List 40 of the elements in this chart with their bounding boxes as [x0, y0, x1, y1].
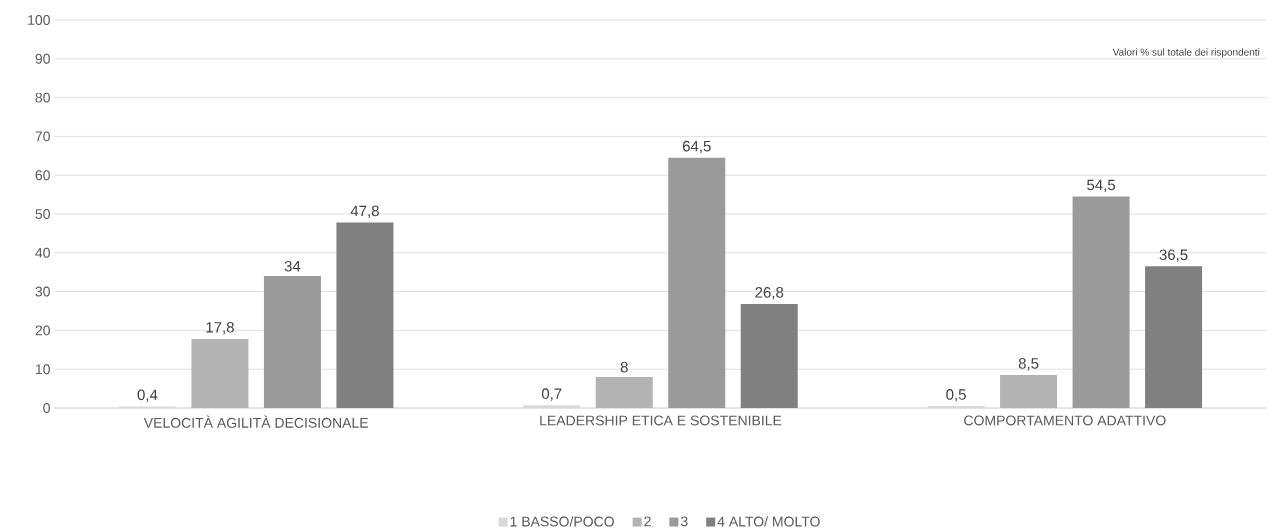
data-label: 26,8 [755, 287, 784, 300]
data-label: 64,5 [682, 140, 711, 154]
annotation: Valori % sul totale dei rispondenti [1112, 48, 1260, 58]
bar [595, 376, 653, 408]
bar [1145, 266, 1203, 408]
legend-label: 4 ALTO/ MOLTO [717, 516, 820, 527]
y-tick-label: 10 [35, 364, 50, 375]
data-label: 36,5 [1159, 249, 1188, 262]
bar [191, 338, 249, 408]
data-label: 17,8 [206, 322, 234, 335]
bar [1000, 375, 1058, 408]
x-tick-label: VELOCITÀ AGILITÀ DECISIONALE [143, 415, 368, 428]
y-tick-label: 80 [35, 92, 50, 103]
data-label: 0,7 [541, 388, 562, 401]
data-label: 0,4 [137, 389, 158, 402]
data-label: 8,5 [1018, 358, 1039, 371]
y-tick-label: 40 [35, 247, 50, 258]
x-tick-label: COMPORTAMENTO ADATTIVO [964, 415, 1166, 426]
x-tick-label: LEADERSHIP ETICA E SOSTENIBILE [540, 415, 782, 426]
data-label: 54,5 [1087, 179, 1116, 192]
y-tick-label: 100 [28, 15, 50, 25]
y-tick-label: 90 [35, 53, 50, 64]
legend-label: 3 [680, 516, 688, 527]
data-label: 34 [284, 260, 301, 272]
bar [740, 304, 798, 408]
data-label: 8 [620, 361, 628, 373]
bar [336, 222, 394, 408]
bar [263, 276, 321, 408]
y-tick-label: 50 [35, 209, 50, 219]
data-label: 47,8 [350, 205, 379, 218]
legend-label: 2 [644, 516, 651, 527]
bar [1072, 196, 1130, 408]
bar [668, 157, 726, 408]
y-tick-label: 0 [43, 403, 50, 413]
legend-label: 1 BASSO/POCO [510, 516, 614, 527]
y-tick-label: 20 [35, 325, 50, 336]
y-tick-label: 60 [35, 170, 50, 181]
y-tick-label: 30 [35, 286, 50, 297]
data-label: 0,5 [946, 389, 966, 402]
y-tick-label: 70 [35, 131, 50, 142]
